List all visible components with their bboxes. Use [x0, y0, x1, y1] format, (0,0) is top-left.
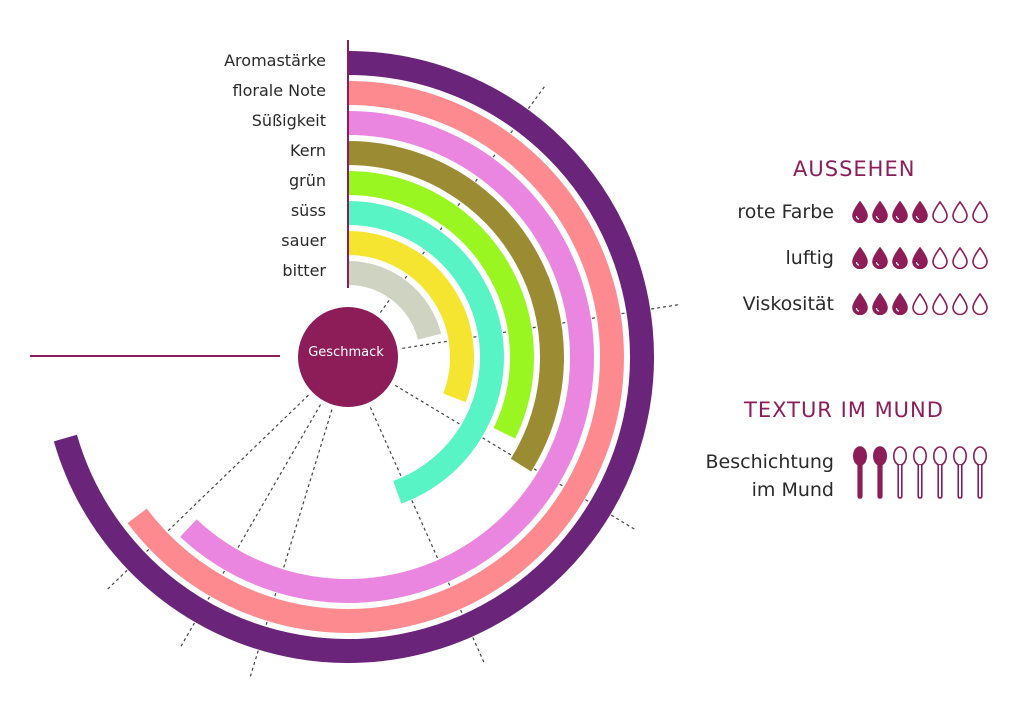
category-label: bitter — [282, 261, 326, 280]
center-label: Geschmack — [308, 345, 384, 360]
drop-icon — [971, 292, 989, 319]
drop-icon — [951, 246, 969, 273]
drop-icon — [851, 200, 869, 227]
aussehen-rating — [851, 246, 991, 273]
drop-icon — [931, 292, 949, 319]
drop-icon — [871, 200, 889, 227]
drop-icon — [891, 246, 909, 273]
ring-2 — [127, 81, 624, 633]
drop-icon — [891, 200, 909, 227]
aussehen-title: AUSSEHEN — [793, 157, 916, 181]
category-labels: Aromastärke florale Note Süßigkeit Kern grün… — [86, 52, 336, 292]
spoon-icon — [912, 446, 928, 504]
category-label: sauer — [281, 231, 326, 250]
guide-line — [179, 404, 322, 648]
drop-icon — [951, 292, 969, 319]
category-label: Süßigkeit — [251, 111, 326, 130]
drop-icon — [871, 246, 889, 273]
drop-icon — [911, 246, 929, 273]
category-label: grün — [288, 171, 326, 190]
drop-icon — [931, 246, 949, 273]
aussehen-row-label: luftig — [785, 247, 834, 269]
aussehen-row-label: Viskosität — [742, 293, 834, 315]
aussehen-row-label: rote Farbe — [737, 201, 834, 223]
drop-icon — [871, 292, 889, 319]
drop-icon — [851, 246, 869, 273]
ring-6 — [347, 201, 505, 504]
ring-8 — [347, 261, 442, 340]
spoon-icon — [852, 446, 868, 504]
drop-icon — [931, 200, 949, 227]
textur-title: TEXTUR IM MUND — [744, 398, 944, 422]
drop-icon — [851, 292, 869, 319]
drop-icon — [891, 292, 909, 319]
spoon-icon — [892, 446, 908, 504]
guide-line — [369, 407, 485, 664]
textur-row-label-line1: Beschichtung — [705, 451, 834, 473]
drop-icon — [911, 200, 929, 227]
ring-1 — [53, 51, 654, 663]
ring-4 — [347, 141, 564, 472]
drop-icon — [951, 200, 969, 227]
guide-line — [249, 409, 333, 678]
aussehen-rating — [851, 200, 991, 227]
guide-line — [106, 394, 309, 591]
category-label: Kern — [290, 141, 326, 160]
category-label: florale Note — [232, 81, 327, 100]
spoon-icon — [972, 446, 988, 504]
aussehen-rating — [851, 292, 991, 319]
ring-7 — [347, 231, 474, 403]
chart-rings — [53, 51, 654, 663]
category-label: süss — [290, 201, 326, 220]
drop-icon — [911, 292, 929, 319]
textur-rating — [852, 446, 992, 504]
spoon-icon — [952, 446, 968, 504]
category-label: Aromastärke — [224, 51, 326, 70]
drop-icon — [971, 246, 989, 273]
spoon-icon — [872, 446, 888, 504]
textur-row-label-line2: im Mund — [751, 479, 834, 501]
center-circle — [298, 307, 398, 407]
ring-5 — [347, 171, 534, 439]
drop-icon — [971, 200, 989, 227]
spoon-icon — [932, 446, 948, 504]
ring-3 — [180, 111, 594, 603]
